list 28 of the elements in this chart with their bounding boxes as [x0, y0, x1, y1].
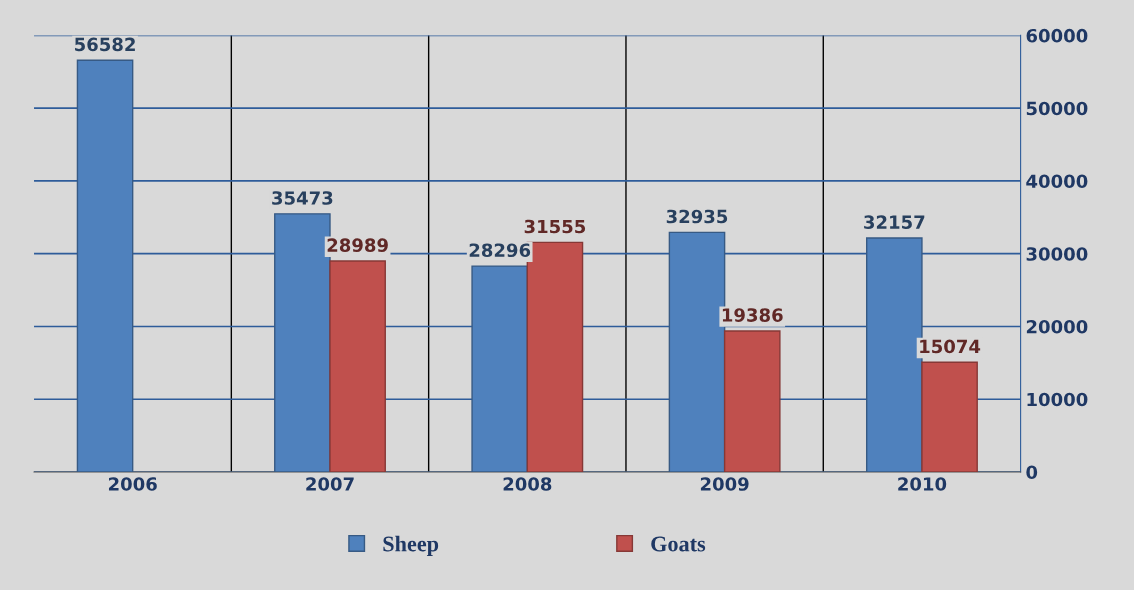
x-tick-label: 2007 — [306, 477, 354, 491]
data-label: 32157 — [864, 215, 925, 229]
y-tick-label: 30000 — [1026, 247, 1088, 261]
y-tick-label: 40000 — [1026, 174, 1088, 189]
y-tick-label: 10000 — [1027, 392, 1088, 407]
data-label: 56582 — [75, 37, 135, 52]
data-label: 28989 — [327, 238, 388, 252]
y-tick-label: 60000 — [1026, 28, 1088, 43]
y-tick-label: 50000 — [1026, 101, 1088, 116]
bar — [471, 265, 529, 472]
data-label: 31555 — [524, 219, 586, 234]
y-tick-label: 0 — [1026, 465, 1038, 480]
x-tick-label: 2010 — [898, 477, 947, 491]
bar — [921, 361, 978, 472]
y-tick-label: 20000 — [1026, 319, 1088, 334]
data-label: 32935 — [666, 209, 728, 224]
bar — [329, 260, 386, 472]
bar — [76, 59, 134, 472]
x-tick-label: 2009 — [700, 477, 749, 491]
data-label: 19386 — [722, 308, 783, 322]
data-label: 28296 — [469, 243, 531, 258]
data-label: 35473 — [272, 191, 333, 205]
legend-label: Goats — [651, 536, 706, 552]
x-tick-label: 2008 — [503, 477, 552, 491]
x-tick-label: 2006 — [108, 477, 157, 491]
legend-label: Sheep — [383, 535, 439, 556]
data-label: 15074 — [920, 339, 981, 354]
bar — [723, 330, 781, 472]
